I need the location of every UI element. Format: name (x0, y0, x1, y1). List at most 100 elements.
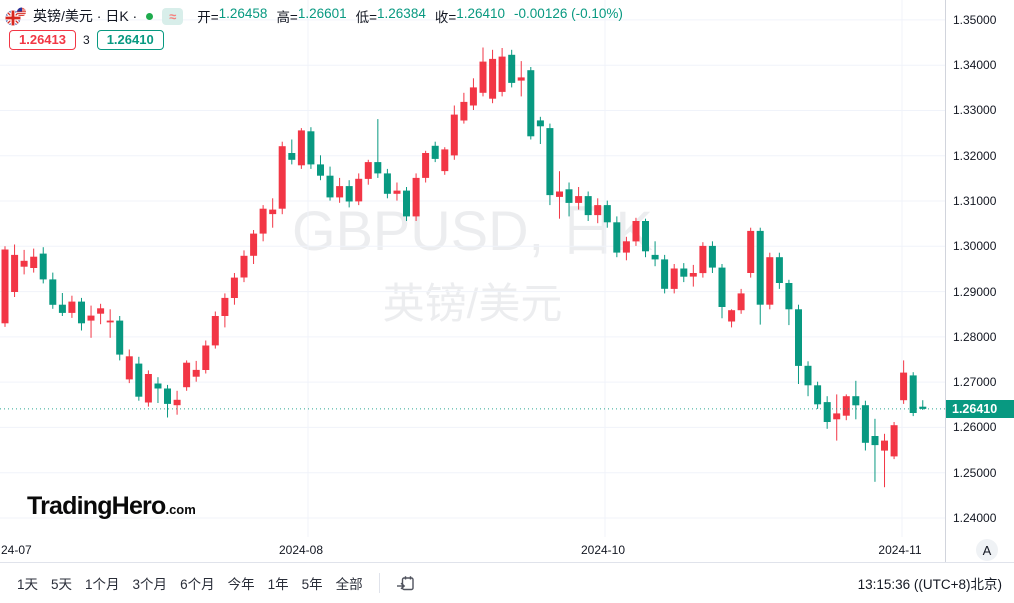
candle (192, 360, 200, 382)
time-tick-label: 2024-10 (580, 543, 626, 557)
font-size-button[interactable]: A (976, 539, 998, 561)
candle (766, 252, 774, 310)
chart-area[interactable]: GBPUSD, 日K 英镑/美元 (0, 0, 945, 537)
candle (412, 173, 420, 221)
candle (498, 48, 506, 97)
price-tick-label: 1.32000 (953, 148, 997, 163)
bid-price-button[interactable]: 1.26413 (9, 30, 76, 50)
candle (230, 273, 238, 305)
candle (144, 370, 152, 407)
candle (1, 246, 9, 327)
candle (78, 297, 85, 331)
candle (288, 139, 296, 165)
candle (125, 349, 133, 384)
candle (269, 198, 277, 228)
candle (403, 187, 410, 221)
candle (164, 384, 171, 418)
candle (422, 150, 430, 183)
candle (183, 360, 191, 391)
candle (259, 205, 267, 242)
candle (240, 250, 248, 283)
range-button-6个月[interactable]: 6个月 (180, 577, 215, 592)
approx-badge[interactable]: ≈ (162, 7, 184, 25)
range-button-3个月[interactable]: 3个月 (132, 577, 168, 592)
candle (919, 400, 927, 410)
candle (546, 123, 554, 206)
candle (202, 340, 210, 374)
candle (795, 304, 802, 384)
candle (642, 218, 649, 258)
range-button-1天[interactable]: 1天 (17, 577, 39, 592)
candle (622, 236, 630, 261)
candle (11, 244, 19, 297)
candle (49, 272, 57, 309)
candlestick-chart[interactable] (0, 0, 945, 537)
candle (890, 422, 898, 460)
candle (431, 141, 439, 163)
candle (603, 200, 611, 228)
candle (536, 116, 544, 144)
price-tick-label: 1.30000 (953, 239, 997, 254)
candle (584, 191, 592, 221)
candle (556, 171, 563, 219)
symbol-header: 英镑/美元 · 日K · ≈ 开= 1.26458 高= 1.26601 低= 1.2… (5, 6, 623, 26)
candle (775, 252, 783, 289)
candle (355, 173, 363, 206)
candle (221, 293, 229, 328)
candle (20, 249, 28, 275)
candle (689, 264, 697, 287)
range-button-全部[interactable]: 全部 (335, 577, 363, 592)
candle (30, 248, 38, 273)
candle (460, 92, 468, 124)
candle (450, 105, 458, 160)
symbol-title: 英镑/美元 · 日K · (33, 8, 138, 24)
bottom-toolbar: 1天 5天 1个月 3个月 6个月 今年 1年 5年 全部 13:15:36 ((UTC+8)北… (0, 563, 1014, 603)
candle (861, 400, 869, 451)
candle (756, 227, 764, 325)
candle (517, 61, 525, 97)
candle (58, 293, 66, 316)
candle (479, 47, 487, 97)
range-buttons: 1天 5天 1个月 3个月 6个月 今年 1年 5年 全部 (17, 573, 363, 593)
candle (804, 361, 812, 397)
change-value: -0.00126 (-0.10%) (514, 6, 623, 21)
close-value: 1.26410 (456, 6, 506, 21)
time-axis[interactable]: 24-07 2024-08 2024-10 2024-11 (0, 537, 945, 562)
range-button-5天[interactable]: 5天 (51, 577, 73, 592)
range-button-1个月[interactable]: 1个月 (85, 577, 120, 592)
candle (374, 119, 382, 178)
candle (565, 182, 573, 217)
ask-price-button[interactable]: 1.26410 (96, 30, 164, 50)
candle (116, 316, 124, 361)
candle (823, 396, 831, 429)
price-tick-label: 1.27000 (953, 375, 997, 390)
range-button-1年[interactable]: 1年 (267, 577, 289, 592)
goto-date-button[interactable] (396, 575, 415, 592)
candle (326, 166, 334, 201)
candle (135, 356, 143, 401)
candle (881, 433, 888, 488)
candle (594, 198, 602, 224)
market-open-dot-icon (146, 12, 154, 20)
range-button-今年[interactable]: 今年 (227, 577, 255, 592)
price-axis[interactable]: 1.26410 1.35000 1.34000 1.33000 1.32000 1.31… (945, 0, 1014, 562)
candle (718, 264, 726, 319)
range-button-5年[interactable]: 5年 (301, 577, 323, 592)
candle (39, 247, 47, 284)
price-tick-label: 1.29000 (953, 284, 997, 299)
candle (842, 394, 850, 421)
candle (814, 381, 822, 409)
price-tick-label: 1.25000 (953, 465, 997, 480)
price-tick-label: 1.24000 (953, 510, 997, 525)
high-value: 1.26601 (297, 6, 347, 21)
toolbar-separator (0, 562, 1014, 563)
ohlc-readout: 开= 1.26458 高= 1.26601 低= 1.26384 收= 1.26410 … (197, 6, 623, 26)
candle (393, 182, 401, 201)
candle (699, 242, 707, 278)
candle (68, 295, 76, 318)
spread-value: 3 (83, 33, 90, 47)
price-tick-label: 1.26000 (953, 420, 997, 435)
high-label: 高= (276, 10, 298, 25)
price-tick-label: 1.31000 (953, 194, 997, 209)
candle (211, 311, 219, 349)
